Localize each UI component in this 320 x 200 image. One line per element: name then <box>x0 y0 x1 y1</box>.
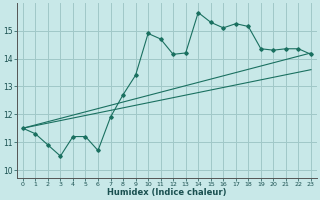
X-axis label: Humidex (Indice chaleur): Humidex (Indice chaleur) <box>107 188 227 197</box>
